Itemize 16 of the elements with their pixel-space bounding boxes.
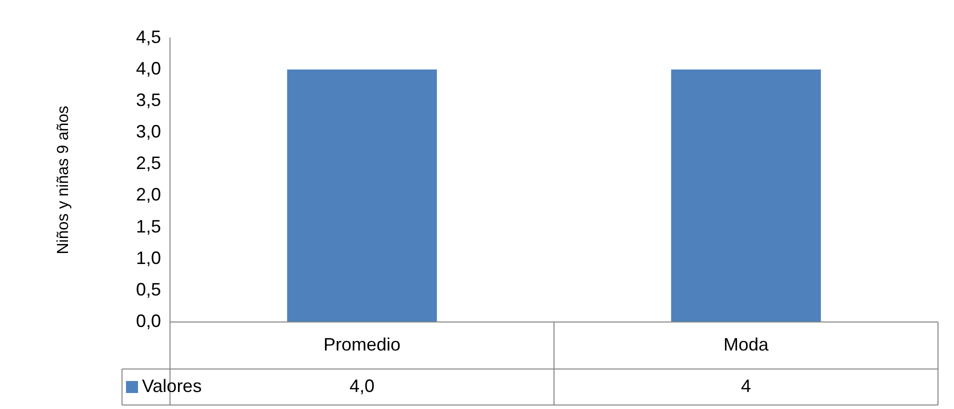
y-tick-label: 2,0 xyxy=(136,184,161,205)
legend-label: Valores xyxy=(142,376,202,396)
y-tick-label: 0,0 xyxy=(136,310,161,331)
y-tick-label: 0,5 xyxy=(136,279,161,300)
y-tick-label: 3,5 xyxy=(136,90,161,110)
y-axis-title: Niños y niñas 9 años xyxy=(55,106,72,254)
data-label: 4,0 xyxy=(349,376,375,396)
y-tick-label: 1,0 xyxy=(136,248,161,268)
x-tick-label: Moda xyxy=(723,334,770,354)
x-tick-label: Promedio xyxy=(323,334,401,354)
y-tick-label: 1,5 xyxy=(136,216,161,236)
y-tick-label: 3,0 xyxy=(136,122,161,142)
y-tick-label: 2,5 xyxy=(136,153,161,174)
y-tick-label: 4,0 xyxy=(136,58,161,79)
data-label: 4 xyxy=(740,376,752,396)
y-tick-label: 4,5 xyxy=(136,26,161,47)
